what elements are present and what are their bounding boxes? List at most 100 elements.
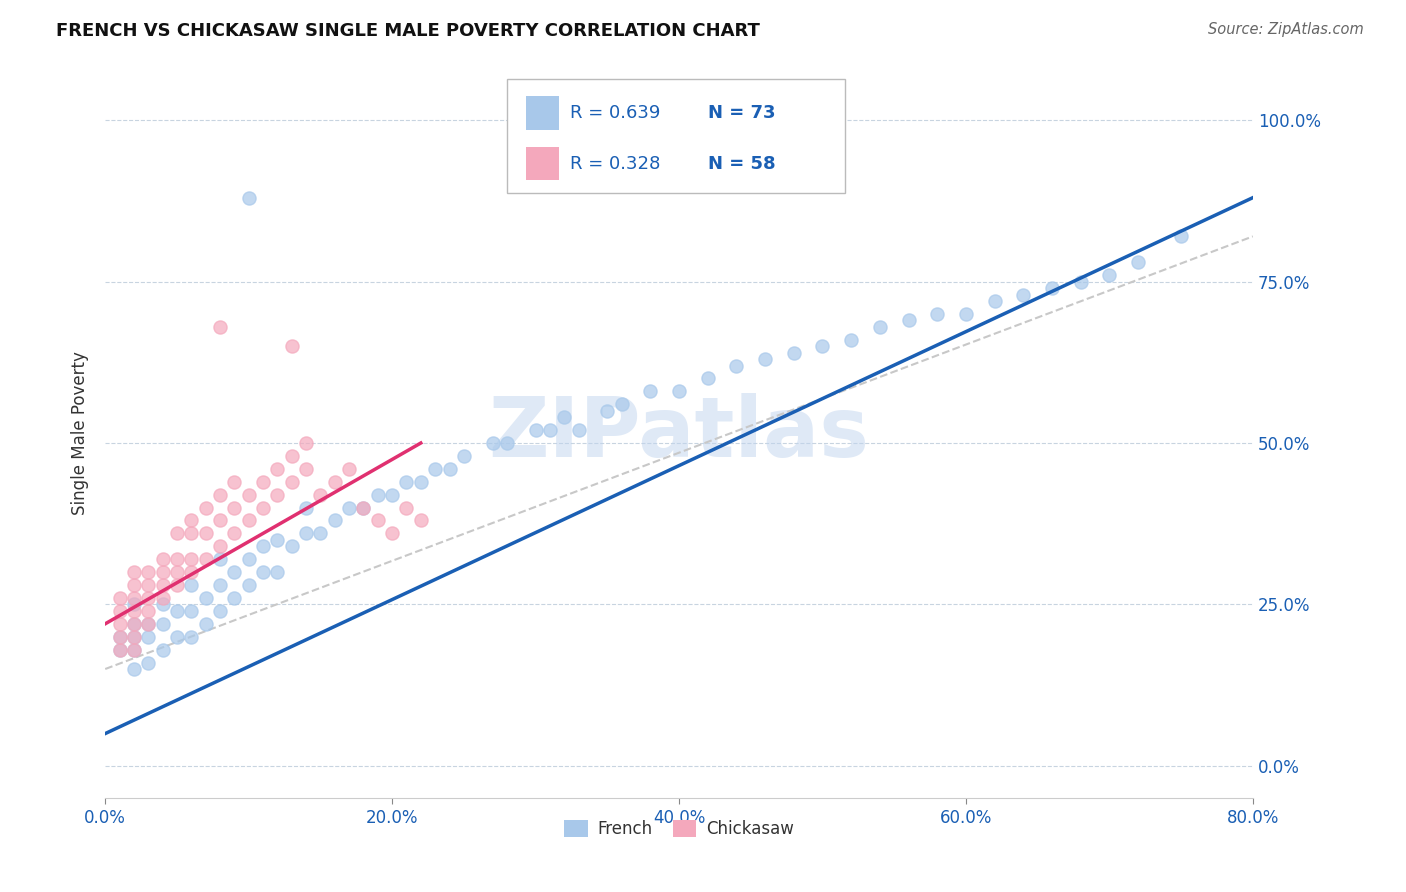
Point [381,488,404,502]
Point [166,578,188,592]
Point [955,307,977,321]
Point [481,436,503,450]
Point [166,630,188,644]
Point [252,500,274,515]
Point [1012,287,1035,301]
Point [395,475,418,489]
Point [208,514,231,528]
Point [166,565,188,579]
Point [136,616,159,631]
Point [295,500,318,515]
Point [180,552,202,566]
Point [323,514,346,528]
Point [108,616,131,631]
Point [166,526,188,541]
Point [252,565,274,579]
Point [367,488,389,502]
Point [208,552,231,566]
Point [152,598,174,612]
Point [409,514,432,528]
Text: FRENCH VS CHICKASAW SINGLE MALE POVERTY CORRELATION CHART: FRENCH VS CHICKASAW SINGLE MALE POVERTY … [56,22,761,40]
Point [1170,229,1192,244]
Point [122,616,145,631]
Text: ZIPatlas: ZIPatlas [488,392,869,474]
Point [122,616,145,631]
Point [152,642,174,657]
Point [381,526,404,541]
Point [238,578,260,592]
Point [295,436,318,450]
Point [122,578,145,592]
Point [266,533,288,547]
Point [783,345,806,359]
Point [122,630,145,644]
Point [596,403,619,417]
Point [238,191,260,205]
Text: N = 73: N = 73 [707,103,775,121]
Point [122,598,145,612]
Point [811,339,834,353]
Point [252,475,274,489]
Text: R = 0.328: R = 0.328 [569,154,661,172]
Point [280,339,302,353]
Point [208,488,231,502]
Point [136,604,159,618]
Point [180,514,202,528]
Point [252,539,274,553]
Point [323,475,346,489]
Point [136,656,159,670]
Point [152,591,174,605]
Point [122,662,145,676]
Point [668,384,690,399]
Point [122,565,145,579]
Point [839,333,862,347]
Point [224,500,246,515]
Point [180,630,202,644]
Point [568,423,591,437]
Point [194,526,217,541]
Point [696,371,718,385]
Point [266,565,288,579]
Point [122,642,145,657]
Point [352,500,374,515]
Point [238,552,260,566]
Point [439,462,461,476]
Point [122,604,145,618]
Point [108,604,131,618]
Point [266,462,288,476]
Point [280,539,302,553]
Point [180,526,202,541]
Point [725,359,748,373]
Point [136,616,159,631]
Point [108,630,131,644]
Point [1070,275,1092,289]
Point [754,352,776,367]
Point [136,591,159,605]
Point [1126,255,1149,269]
Point [108,630,131,644]
Point [238,514,260,528]
Point [194,616,217,631]
Point [897,313,920,327]
Point [224,526,246,541]
Point [409,475,432,489]
Point [295,526,318,541]
Point [136,630,159,644]
Point [208,604,231,618]
Point [337,462,360,476]
Point [166,604,188,618]
Point [224,475,246,489]
Text: R = 0.639: R = 0.639 [569,103,661,121]
Point [238,488,260,502]
Point [108,591,131,605]
Point [208,578,231,592]
Point [1040,281,1063,295]
Point [152,552,174,566]
Point [180,565,202,579]
Legend: French, Chickasaw: French, Chickasaw [558,813,800,845]
Point [166,552,188,566]
Point [224,591,246,605]
Point [180,578,202,592]
Point [122,591,145,605]
Point [194,591,217,605]
